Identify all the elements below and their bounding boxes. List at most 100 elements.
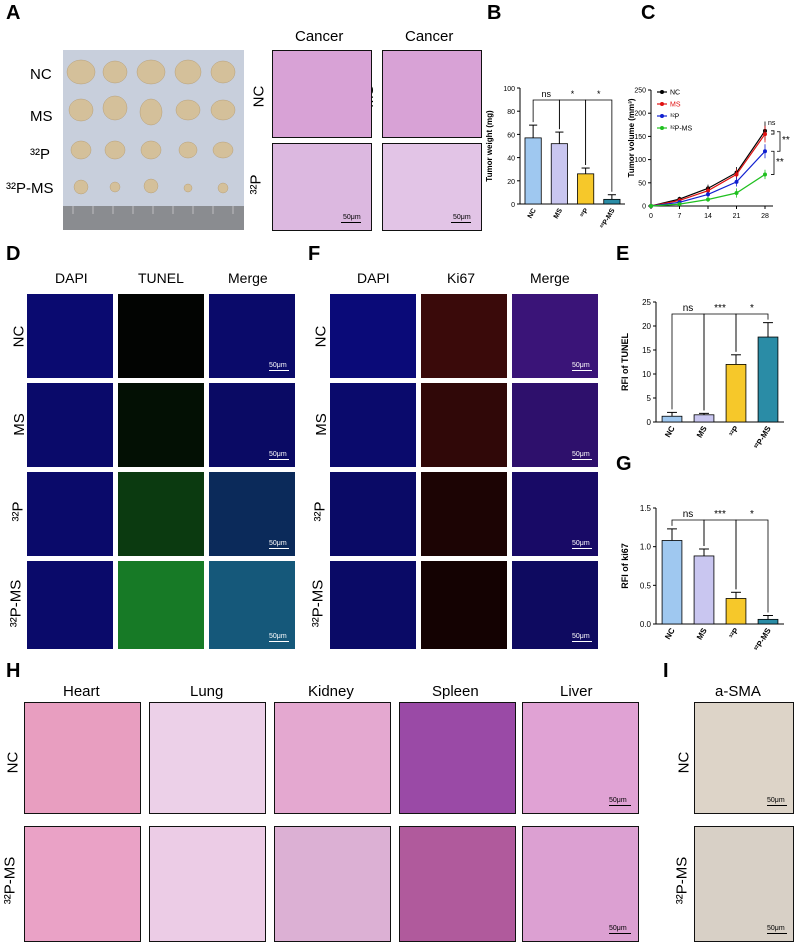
y-tick-label: 1.0 xyxy=(640,543,652,552)
spleen-image-nc xyxy=(399,702,516,814)
ki67-ki67-32p xyxy=(421,472,507,556)
data-point xyxy=(706,188,710,193)
data-point xyxy=(677,202,682,207)
scale-bar-label: 50μm xyxy=(609,797,627,804)
y-tick-label: 0.5 xyxy=(640,581,652,590)
tunel-merge-ms: 50μm xyxy=(209,383,295,467)
ki67-merge-nc: 50μm xyxy=(512,294,598,378)
bar-1 xyxy=(693,555,715,625)
bar-0 xyxy=(661,415,683,423)
y-tick-label: 0.0 xyxy=(640,620,652,629)
scale-bar xyxy=(767,805,787,806)
he-image-ms xyxy=(382,50,482,138)
scale-bar xyxy=(269,370,289,371)
data-point xyxy=(734,179,739,184)
scale-bar-label: 50μm xyxy=(572,451,590,458)
y-tick-label: 0 xyxy=(647,418,652,427)
x-tick-label: ³²P-MS xyxy=(752,626,773,653)
y-tick-label: 5 xyxy=(647,394,652,403)
liver-image-nc: 50μm xyxy=(522,702,639,814)
asma-image-32p-ms: 50μm xyxy=(694,826,794,942)
y-tick-label: 250 xyxy=(634,88,646,95)
organ-col-title-heart: Heart xyxy=(63,683,100,700)
panel-label-b: B xyxy=(487,2,502,24)
data-point xyxy=(763,132,767,137)
y-tick-label: 50 xyxy=(638,180,646,187)
tunel-tunel-nc xyxy=(118,294,204,378)
scale-bar-label: 50μm xyxy=(343,214,361,221)
data-point xyxy=(763,172,767,177)
x-tick-label: ³²P xyxy=(580,207,591,219)
x-tick-label: 21 xyxy=(733,213,741,220)
he-row-label-nc: NC xyxy=(250,85,268,108)
panel-label-c: C xyxy=(641,2,656,24)
scale-bar-label: 50μm xyxy=(572,540,590,547)
panel-label-e: E xyxy=(616,243,630,265)
x-tick-label: 0 xyxy=(649,213,653,220)
significance-label: *** xyxy=(714,509,726,520)
scale-bar xyxy=(341,222,361,223)
data-point xyxy=(706,197,710,202)
tunel-dapi-32p-ms xyxy=(27,561,113,649)
significance-label: ** xyxy=(776,157,784,168)
he-image-32p: 50μm xyxy=(272,143,372,231)
tumor-row-label-32p: ³²P xyxy=(30,146,50,163)
tunel-dapi-nc xyxy=(27,294,113,378)
significance-label: *** xyxy=(714,303,726,314)
x-tick-label: ³²P xyxy=(728,626,741,640)
organ-col-title-liver: Liver xyxy=(560,683,593,700)
ki67-merge-ms: 50μm xyxy=(512,383,598,467)
spleen-image-32p-ms xyxy=(399,826,516,942)
tunel-row-label-nc: NC xyxy=(10,325,28,348)
tunel-tunel-ms xyxy=(118,383,204,467)
panel-label-i: I xyxy=(663,660,669,682)
x-tick-label: ³²P xyxy=(728,424,741,438)
significance-label: ns xyxy=(683,509,694,520)
significance-bracket xyxy=(671,313,705,411)
scale-bar-label: 50μm xyxy=(269,540,287,547)
y-tick-label: 100 xyxy=(503,86,515,93)
scale-bar-label: 50μm xyxy=(269,451,287,458)
y-tick-label: 20 xyxy=(642,322,651,331)
he-image-nc xyxy=(272,50,372,138)
scale-bar-label: 50μm xyxy=(572,633,590,640)
x-tick-label: 7 xyxy=(678,213,682,220)
significance-label: ** xyxy=(782,135,790,146)
scale-bar xyxy=(269,548,289,549)
tumor-row-label-ms: MS xyxy=(30,108,53,125)
bar-1 xyxy=(550,143,568,205)
ki67-ki67-32p-ms xyxy=(421,561,507,649)
scale-bar-label: 50μm xyxy=(572,362,590,369)
legend-label: ³²P xyxy=(670,114,680,121)
y-tick-label: 15 xyxy=(642,346,651,355)
scale-bar xyxy=(767,933,787,934)
ki67-dapi-nc xyxy=(330,294,416,378)
bar-2 xyxy=(725,598,747,625)
scale-bar-label: 50μm xyxy=(453,214,471,221)
panel-label-d: D xyxy=(6,243,21,265)
organ-row-label-32p-ms: ³²P-MS xyxy=(1,856,19,905)
panel-label-h: H xyxy=(6,660,21,682)
ki67-row-label-ms: MS xyxy=(312,413,330,436)
liver-image-32p-ms: 50μm xyxy=(522,826,639,942)
scale-bar xyxy=(609,805,631,806)
lung-image-32p-ms xyxy=(149,826,266,942)
y-axis-title: Tumor volume (mm³) xyxy=(627,98,636,177)
tunel-tunel-32p-ms xyxy=(118,561,204,649)
organ-row-label-nc: NC xyxy=(4,751,22,774)
significance-label: * xyxy=(750,509,754,520)
significance-label: * xyxy=(597,89,601,99)
significance-bracket xyxy=(735,313,769,352)
significance-label: ns xyxy=(541,89,551,99)
significance-bracket xyxy=(771,150,775,175)
significance-label: * xyxy=(750,303,754,314)
kidney-image-32p-ms xyxy=(274,826,391,942)
y-tick-label: 200 xyxy=(634,111,646,118)
significance-bracket xyxy=(771,130,775,135)
panel-label-a: A xyxy=(6,2,21,24)
asma-row-label-32p-ms: ³²P-MS xyxy=(673,856,691,905)
x-tick-label: ³²P-MS xyxy=(752,424,773,451)
y-tick-label: 20 xyxy=(507,179,515,186)
y-axis-title: RFI of TUNEL xyxy=(620,333,630,391)
